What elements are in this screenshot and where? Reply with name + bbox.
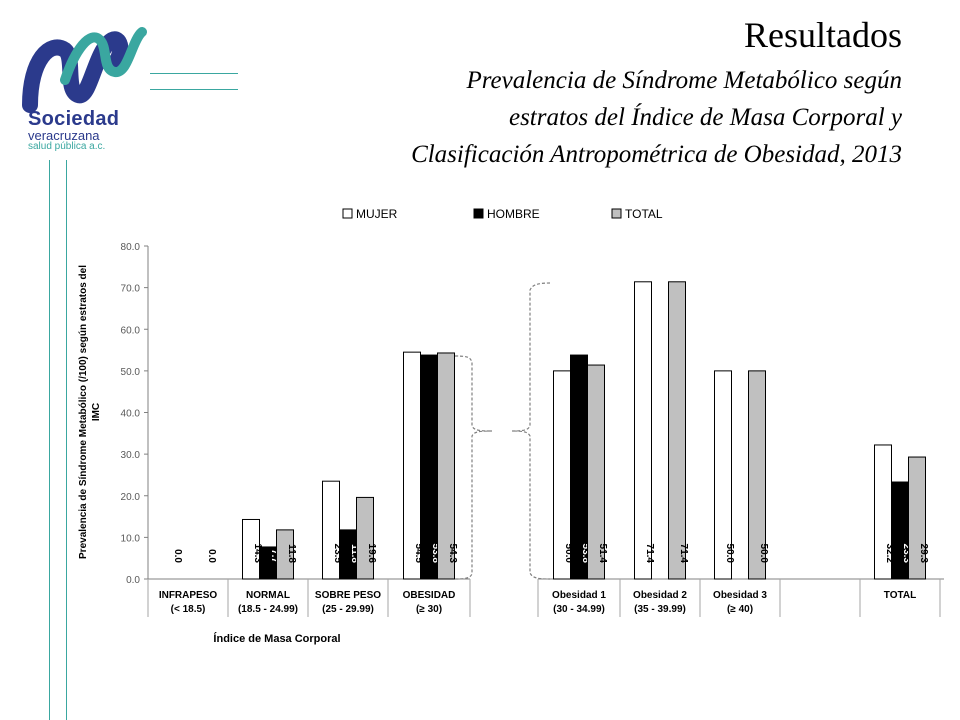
x-category-label-4-0: Obesidad 1 xyxy=(552,590,606,601)
y-tick-label: 30.0 xyxy=(121,450,141,461)
x-category-label-1-1: (18.5 - 24.99) xyxy=(238,604,298,615)
data-label-hombre-7: 23.3 xyxy=(901,544,912,564)
logo-text-sociedad: Sociedad xyxy=(28,108,120,130)
bar-total-4 xyxy=(587,364,605,580)
logo-mark xyxy=(22,27,147,113)
data-label-mujer-0: 0.0 xyxy=(172,549,183,563)
data-label-total-0: 0.0 xyxy=(206,549,217,563)
legend-swatch-total xyxy=(611,208,622,219)
data-label-hombre-1: 7.7 xyxy=(269,549,280,563)
bar-mujer-6 xyxy=(714,370,732,580)
bar-total-5 xyxy=(668,281,686,580)
y-tick-label: 10.0 xyxy=(121,533,141,544)
decor-vline-2 xyxy=(66,160,67,720)
bar-total-2 xyxy=(356,496,374,580)
data-label-mujer-2: 23.5 xyxy=(332,544,343,564)
data-label-mujer-4: 50.0 xyxy=(563,544,574,564)
legend-swatch-hombre xyxy=(473,208,484,219)
data-label-total-3: 54.3 xyxy=(447,544,458,564)
bar-mujer-5 xyxy=(634,281,652,580)
x-category-label-0-0: INFRAPESO xyxy=(159,590,218,601)
data-label-hombre-4: 53.8 xyxy=(580,544,591,564)
logo-wave-navy xyxy=(22,31,129,113)
legend-label-hombre: HOMBRE xyxy=(487,207,540,221)
data-label-mujer-1: 14.3 xyxy=(252,544,263,564)
data-label-total-1: 11.8 xyxy=(286,544,297,563)
y-tick-label: 0.0 xyxy=(126,575,140,586)
legend-label-total: TOTAL xyxy=(625,207,663,221)
data-label-total-5: 71.4 xyxy=(678,544,689,564)
x-category-label-3-0: OBESIDAD xyxy=(403,590,456,601)
x-category-label-7-0: TOTAL xyxy=(884,590,916,601)
subtitle-line-3: Clasificación Antropométrica de Obesidad… xyxy=(411,141,902,168)
data-label-hombre-3: 53.8 xyxy=(430,544,441,564)
data-label-mujer-6: 50.0 xyxy=(724,544,735,564)
x-category-label-0-1: (< 18.5) xyxy=(171,604,206,615)
x-category-label-3-1: (≥ 30) xyxy=(416,604,442,615)
logo-wave-teal xyxy=(60,27,147,85)
x-category-label-4-1: (30 - 34.99) xyxy=(553,604,605,615)
data-label-total-6: 50.0 xyxy=(758,544,769,564)
subtitle-line-2: estratos del Índice de Masa Corporal y xyxy=(508,104,902,131)
decor-hline-2 xyxy=(150,89,238,90)
bracket-right xyxy=(511,282,551,580)
bar-total-6 xyxy=(748,370,766,580)
decor-vline-1 xyxy=(49,160,50,720)
bracket-left xyxy=(454,355,493,580)
y-tick-label: 40.0 xyxy=(121,409,141,420)
y-axis-title-line-1: IMC xyxy=(91,403,102,421)
x-category-label-6-1: (≥ 40) xyxy=(727,604,753,615)
bar-mujer-2 xyxy=(322,480,340,580)
y-tick-label: 80.0 xyxy=(121,242,141,253)
subtitle-line-1: Prevalencia de Síndrome Metabólico según xyxy=(466,67,902,94)
data-label-mujer-3: 54.5 xyxy=(413,544,424,564)
logo-text-veracruzana: veracruzana xyxy=(28,128,100,143)
x-axis-title: Índice de Masa Corporal xyxy=(213,632,340,645)
data-label-total-4: 51.4 xyxy=(597,544,608,564)
data-label-hombre-2: 11.8 xyxy=(349,544,360,563)
bar-total-1 xyxy=(276,529,294,580)
y-tick-label: 70.0 xyxy=(121,284,141,295)
decor-hline-1 xyxy=(150,73,238,74)
y-tick-label: 50.0 xyxy=(121,367,141,378)
data-label-mujer-5: 71.4 xyxy=(644,544,655,564)
page-title: Resultados xyxy=(744,15,902,55)
bar-hombre-7 xyxy=(891,481,909,580)
y-tick-label: 60.0 xyxy=(121,325,141,336)
y-axis-title-line-0: Prevalencia de Síndrome Metabólico (/100… xyxy=(78,265,89,559)
x-category-label-2-0: SOBRE PESO xyxy=(315,590,381,601)
data-label-mujer-7: 32.2 xyxy=(884,544,895,564)
logo-text-salud: salud pública a.c. xyxy=(28,141,106,152)
legend-swatch-mujer xyxy=(342,208,353,219)
y-tick-label: 20.0 xyxy=(121,492,141,503)
bar-total-7 xyxy=(908,456,926,580)
page-subtitle: Prevalencia de Síndrome Metabólico según… xyxy=(202,62,902,173)
legend-label-mujer: MUJER xyxy=(356,207,398,221)
x-category-label-6-0: Obesidad 3 xyxy=(713,590,767,601)
x-category-label-1-0: NORMAL xyxy=(246,590,290,601)
data-label-total-7: 29.3 xyxy=(918,544,929,564)
x-category-label-2-1: (25 - 29.99) xyxy=(322,604,374,615)
bar-total-3 xyxy=(437,352,455,580)
x-category-label-5-1: (35 - 39.99) xyxy=(634,604,686,615)
data-label-total-2: 19.6 xyxy=(366,544,377,564)
x-category-label-5-0: Obesidad 2 xyxy=(633,590,687,601)
